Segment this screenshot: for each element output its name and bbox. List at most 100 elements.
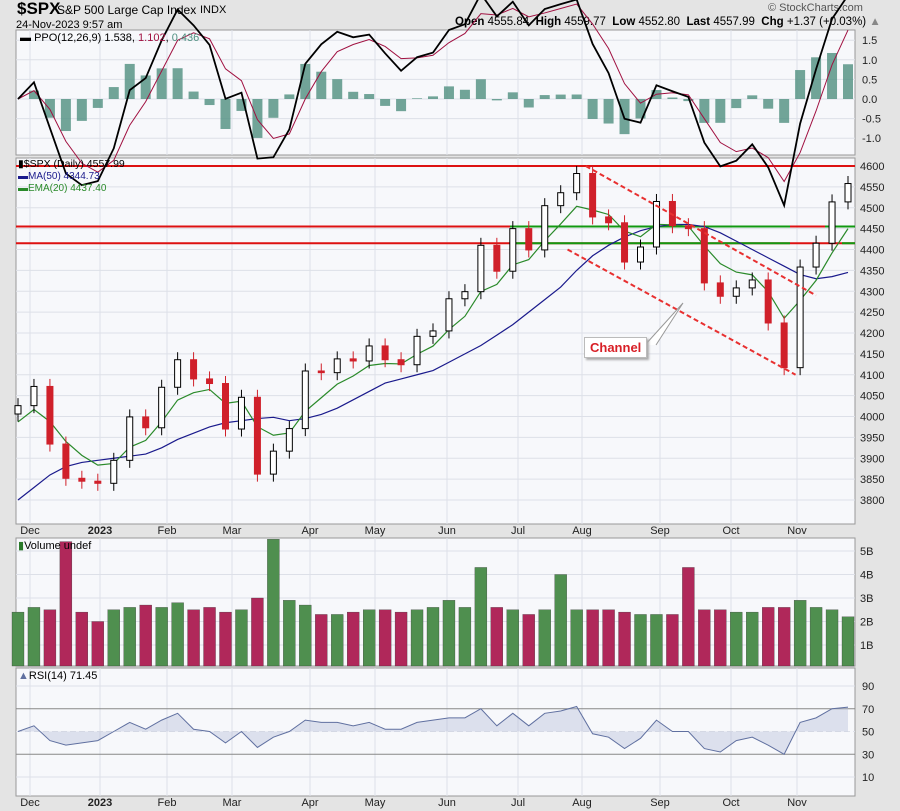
volume-bar — [714, 609, 727, 667]
ppo-histogram-bar — [603, 99, 614, 124]
candle-body — [748, 279, 756, 289]
date-tick-label: May — [365, 797, 386, 809]
last-value: 4557.99 — [713, 16, 755, 28]
copyright: © StockCharts.com — [768, 2, 863, 14]
exchange: INDX — [200, 4, 227, 16]
date-tick-label: Dec — [20, 797, 40, 809]
volume-tick-label: 4B — [860, 570, 873, 582]
ppo-histogram-bar — [364, 94, 375, 99]
candle-body — [541, 205, 549, 251]
ppo-histogram-bar — [843, 64, 853, 99]
price-tick-label: 4400 — [860, 245, 884, 257]
date-tick-label: Oct — [722, 525, 739, 537]
candle-body — [700, 228, 708, 284]
volume-tick-label: 5B — [860, 546, 873, 558]
candle-body — [828, 201, 836, 244]
ppo-histogram-bar — [188, 91, 199, 99]
price-tick-label: 4600 — [860, 161, 884, 173]
ema20-line — [17, 205, 849, 466]
ppo-histogram-bar — [699, 99, 710, 123]
volume-bar — [634, 614, 647, 667]
ppo-histogram-bar — [140, 75, 151, 99]
date-tick-label: Sep — [650, 797, 670, 809]
candle-body — [285, 428, 293, 452]
volume-bar — [506, 609, 519, 667]
ppo-histogram-bar — [811, 57, 822, 99]
volume-bar — [746, 611, 759, 667]
candle-body — [365, 345, 373, 362]
candle-body — [812, 242, 820, 268]
rsi-tick-label: 10 — [862, 772, 874, 784]
candle-body — [413, 335, 421, 366]
volume-bar — [618, 611, 631, 667]
candle-body — [222, 383, 229, 430]
collapse-arrow-icon[interactable]: ▲ — [869, 16, 881, 28]
ppo-histogram-bar — [459, 89, 470, 99]
price-tick-label: 4050 — [860, 391, 884, 403]
volume-bar — [139, 604, 152, 667]
date-tick-label: Sep — [650, 525, 670, 537]
volume-bar — [394, 611, 408, 667]
candle-body — [349, 358, 357, 362]
volume-bar — [778, 607, 791, 667]
ppo-histogram-bar — [332, 79, 343, 99]
ppo-line — [17, 0, 846, 209]
ppo-histogram-bar — [428, 96, 438, 99]
ppo-histogram-bar — [523, 99, 534, 108]
candle-body — [333, 358, 341, 374]
ppo-title: PPO(12,26,9) — [34, 32, 102, 44]
volume-bar — [809, 607, 823, 667]
volume-bar — [522, 614, 535, 667]
ppo-histogram-bar — [412, 98, 423, 99]
security-name: S&P 500 Large Cap Index — [57, 3, 197, 17]
date-tick-label: Jun — [438, 525, 456, 537]
volume-bar — [107, 609, 120, 667]
candle-body — [110, 459, 118, 484]
ppo-histogram-bar — [204, 99, 215, 106]
ppo-histogram-bar — [795, 70, 806, 99]
rsi-line — [17, 705, 849, 755]
candle-body — [301, 370, 309, 430]
ppo-histogram-bar — [715, 99, 726, 123]
volume-bar — [490, 607, 503, 667]
price-tick-label: 4200 — [860, 328, 884, 340]
channel-lower-line — [567, 248, 797, 376]
volume-legend: ▮Volume undef — [18, 540, 91, 552]
ppo-histogram-bar — [396, 99, 407, 112]
ppo-histogram-bar — [60, 99, 71, 132]
candle-body — [780, 322, 788, 369]
ppo-histogram-bar — [443, 86, 454, 99]
candle-body — [477, 244, 485, 293]
volume-bar — [698, 609, 711, 667]
price-legend-label: $SPX (Daily) 4557.99 — [23, 158, 125, 170]
ppo-histogram-bar — [380, 99, 391, 106]
ppo-histogram-bar — [763, 99, 774, 109]
date-tick-label: Mar — [223, 525, 242, 537]
volume-bar — [299, 604, 312, 667]
volume-bar — [666, 614, 679, 667]
ppo-histogram-bar — [76, 99, 87, 121]
candle-body — [94, 480, 102, 484]
candle-body — [397, 359, 405, 366]
volume-bar — [825, 609, 839, 667]
price-tick-label: 4100 — [860, 370, 884, 382]
ppo-histogram-bar — [156, 68, 167, 99]
volume-bar — [442, 600, 456, 667]
price-tick-label: 4250 — [860, 307, 884, 319]
volume-bar — [251, 597, 264, 667]
volume-bar — [474, 567, 488, 667]
ppo-histogram-bar — [300, 63, 311, 99]
candle-body — [14, 405, 22, 415]
candle-body — [796, 266, 804, 369]
volume-bar — [123, 607, 136, 667]
volume-bar — [171, 602, 184, 667]
volume-title: Volume undef — [24, 540, 92, 552]
price-tick-label: 3800 — [860, 495, 884, 507]
price-tick-label: 4000 — [860, 412, 884, 424]
price-tick-label: 3850 — [860, 474, 884, 486]
date-tick-label: Oct — [722, 797, 739, 809]
ema20-legend-label: EMA(20) 4437.40 — [28, 183, 107, 194]
candle-body — [158, 386, 166, 429]
volume-bar — [43, 609, 57, 667]
